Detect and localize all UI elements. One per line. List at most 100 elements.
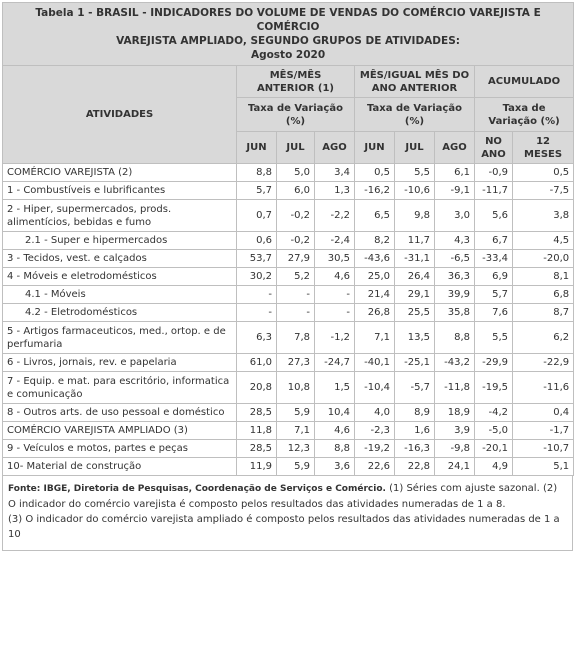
column-header-row: JUN JUL AGO JUN JUL AGO NO ANO 12 MESES	[3, 131, 575, 164]
value-cell: -5,7	[394, 371, 435, 404]
table-body: COMÉRCIO VAREJISTA (2) 8,8 5,0 3,4 0,5 5,5 6,1…	[2, 163, 575, 476]
value-cell: 61,0	[236, 353, 277, 372]
value-cell: -40,1	[354, 353, 395, 372]
activity-label: 9 - Veículos e motos, partes e peças	[2, 439, 237, 458]
activity-label: 1 - Combustíveis e lubrificantes	[2, 181, 237, 200]
activity-label: COMÉRCIO VAREJISTA (2)	[2, 163, 237, 182]
value-cell: 5,5	[474, 321, 513, 354]
value-cell: -25,1	[394, 353, 435, 372]
value-cell: 5,5	[394, 163, 435, 182]
footer-source: Fonte: IBGE, Diretoria de Pesquisas, Coo…	[8, 484, 386, 494]
table-row: COMÉRCIO VAREJISTA (2) 8,8 5,0 3,4 0,5 5,5 6,1…	[2, 163, 575, 182]
value-cell: -2,2	[314, 199, 355, 232]
header-atividades: ATIVIDADES	[2, 65, 237, 164]
value-cell: 8,9	[394, 403, 435, 422]
value-cell: -1,2	[314, 321, 355, 354]
title-line-3: Agosto 2020	[250, 49, 326, 61]
table-row: COMÉRCIO VAREJISTA AMPLIADO (3) 11,8 7,1 4,…	[2, 421, 575, 440]
column-header: 12 MESES	[511, 131, 575, 164]
footer-note-1-2: (1) Séries com ajuste sazonal. (2) O ind…	[8, 483, 558, 510]
value-cell: 6,1	[434, 163, 475, 182]
sales-indicators-table: Tabela 1 - BRASIL - INDICADORES DO VOLUM…	[1, 2, 575, 476]
value-cell: 11,8	[236, 421, 277, 440]
value-cell: -11,8	[434, 371, 475, 404]
value-cell: 1,5	[314, 371, 355, 404]
value-cell: 7,1	[276, 421, 315, 440]
value-cell: -31,1	[394, 249, 435, 268]
value-cell: -16,3	[394, 439, 435, 458]
value-cell: 30,5	[314, 249, 355, 268]
value-cell: -6,5	[434, 249, 475, 268]
title-line-2: VAREJISTA AMPLIADO, SEGUNDO GRUPOS DE AT…	[116, 35, 460, 47]
value-cell: -43,6	[354, 249, 395, 268]
value-cell: 53,7	[236, 249, 277, 268]
value-cell: 36,3	[434, 267, 475, 286]
activity-label: 4.2 - Eletrodomésticos	[2, 303, 237, 322]
header-taxa-1: Taxa de Variação (%)	[236, 97, 355, 132]
value-cell: 10,4	[314, 403, 355, 422]
table-row: 3 - Tecidos, vest. e calçados 53,7 27,9 30,…	[2, 249, 575, 268]
column-header: AGO	[434, 131, 475, 164]
value-cell: 12,3	[276, 439, 315, 458]
table-row: 2 - Hiper, supermercados, prods. aliment…	[2, 199, 575, 232]
activity-label: 4.1 - Móveis	[2, 285, 237, 304]
value-cell: -43,2	[434, 353, 475, 372]
value-cell: 7,1	[354, 321, 395, 354]
activity-label: 10- Material de construção	[2, 457, 237, 476]
value-cell: 30,2	[236, 267, 277, 286]
value-cell: -2,3	[354, 421, 395, 440]
value-cell: 9,8	[394, 199, 435, 232]
value-cell: -29,9	[474, 353, 513, 372]
value-cell: -2,4	[314, 231, 355, 250]
value-cell: 3,8	[511, 199, 575, 232]
value-cell: -	[314, 303, 355, 322]
value-cell: 5,2	[276, 267, 315, 286]
value-cell: 8,8	[434, 321, 475, 354]
table-row: 9 - Veículos e motos, partes e peças 28,5…	[2, 439, 575, 458]
value-cell: 7,8	[276, 321, 315, 354]
value-cell: 35,8	[434, 303, 475, 322]
value-cell: -11,6	[511, 371, 575, 404]
value-cell: 26,4	[394, 267, 435, 286]
table-row: 2.1 - Super e hipermercados 0,6 -0,2 -2,4 8,…	[2, 231, 575, 250]
value-cell: 8,1	[511, 267, 575, 286]
column-header: JUL	[394, 131, 435, 164]
value-cell: -19,5	[474, 371, 513, 404]
value-cell: -	[236, 285, 277, 304]
value-cell: -16,2	[354, 181, 395, 200]
value-cell: 6,8	[511, 285, 575, 304]
value-cell: 0,7	[236, 199, 277, 232]
value-cell: 28,5	[236, 439, 277, 458]
column-header: JUL	[276, 131, 315, 164]
value-cell: -9,1	[434, 181, 475, 200]
value-cell: 25,5	[394, 303, 435, 322]
value-cell: -0,2	[276, 231, 315, 250]
value-cell: 4,6	[314, 421, 355, 440]
value-cell: -0,9	[474, 163, 513, 182]
value-cell: 39,9	[434, 285, 475, 304]
value-cell: -10,4	[354, 371, 395, 404]
value-cell: 5,6	[474, 199, 513, 232]
value-cell: 6,3	[236, 321, 277, 354]
table-row: 5 - Artigos farmaceuticos, med., ortop. …	[2, 321, 575, 354]
value-cell: -	[314, 285, 355, 304]
activity-label: 4 - Móveis e eletrodomésticos	[2, 267, 237, 286]
value-cell: 6,2	[511, 321, 575, 354]
value-cell: -11,7	[474, 181, 513, 200]
table-row: 4 - Móveis e eletrodomésticos 30,2 5,2 4,6 2…	[2, 267, 575, 286]
value-cell: 11,9	[236, 457, 277, 476]
table-row: 7 - Equip. e mat. para escritório, infor…	[2, 371, 575, 404]
value-cell: 4,3	[434, 231, 475, 250]
value-cell: 8,7	[511, 303, 575, 322]
activity-label: 2 - Hiper, supermercados, prods. aliment…	[2, 199, 237, 232]
value-cell: -24,7	[314, 353, 355, 372]
table-footer: Fonte: IBGE, Diretoria de Pesquisas, Coo…	[2, 476, 573, 551]
value-cell: -1,7	[511, 421, 575, 440]
value-cell: 3,6	[314, 457, 355, 476]
activity-label: COMÉRCIO VAREJISTA AMPLIADO (3)	[2, 421, 237, 440]
value-cell: 0,6	[236, 231, 277, 250]
value-cell: 21,4	[354, 285, 395, 304]
value-cell: -9,8	[434, 439, 475, 458]
value-cell: 22,6	[354, 457, 395, 476]
value-cell: 22,8	[394, 457, 435, 476]
